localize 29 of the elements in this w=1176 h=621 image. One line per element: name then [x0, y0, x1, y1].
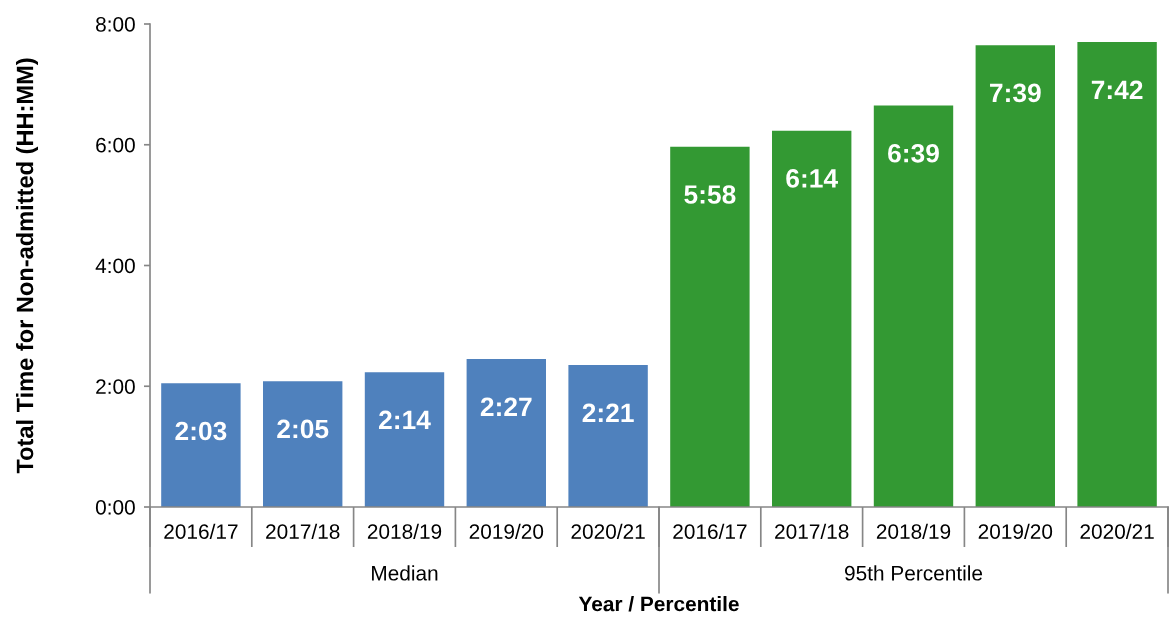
x-tick-label: 2018/19 — [367, 523, 442, 539]
x-tick-label: 2020/21 — [1080, 523, 1154, 539]
data-label: 6:39 — [888, 143, 939, 163]
x-tick-label: 2017/18 — [266, 523, 340, 539]
data-label: 2:21 — [582, 403, 634, 422]
y-tick-label: 2:00 — [96, 379, 135, 394]
y-tick-label: 4:00 — [95, 258, 135, 274]
x-tick-label: 2019/20 — [469, 523, 544, 539]
x-tick-label: 2017/18 — [775, 523, 849, 539]
text: Median — [372, 565, 438, 581]
data-label: 2:05 — [277, 419, 329, 439]
data-label: 2:14 — [379, 410, 431, 429]
text: 95th Percentile — [844, 565, 983, 581]
x-tick-label: 2016/17 — [164, 523, 238, 539]
y-tick-label: 8:00 — [96, 17, 135, 32]
y-tick-label: 0:00 — [95, 500, 135, 515]
data-label: 5:58 — [684, 185, 736, 204]
y-axis-title: Total Time for Non-admitted (HH:MM) — [15, 58, 38, 474]
x-tick-label: 2020/21 — [571, 523, 645, 539]
data-label: 7:42 — [1091, 80, 1143, 99]
x-tick-label: 2016/17 — [673, 523, 747, 539]
y-tick-label: 6:00 — [96, 137, 135, 153]
data-label: 7:39 — [990, 83, 1041, 103]
data-label: 6:14 — [786, 169, 838, 188]
data-label: 2:03 — [175, 421, 227, 441]
data-label: 2:27 — [480, 397, 532, 416]
x-tick-label: 2019/20 — [978, 523, 1053, 539]
x-tick-label: 2018/19 — [876, 523, 951, 539]
x-axis-title: Year / Percentile — [578, 596, 739, 612]
